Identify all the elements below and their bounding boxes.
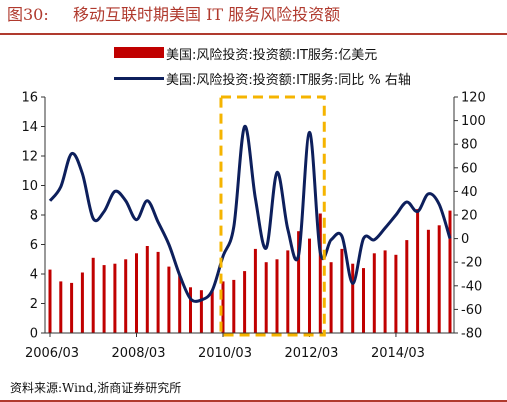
- bar: [426, 229, 430, 334]
- y-left-tick-label: 14: [21, 120, 38, 135]
- bar: [189, 287, 192, 333]
- chart-legend: 美国:风险投资:投资额:IT服务:亿美元 美国:风险投资:投资额:IT服务:同比…: [114, 40, 444, 96]
- figure-title: 图30: 移动互联时期美国 IT 服务风险投资额: [0, 0, 507, 30]
- bar: [318, 213, 322, 333]
- bar: [308, 238, 311, 333]
- legend-bar-swatch: [114, 47, 164, 58]
- bar: [253, 248, 257, 333]
- highlight-box: [219, 95, 326, 337]
- bottom-divider: [0, 400, 507, 402]
- bar: [362, 268, 365, 333]
- y-right-tick-label: 20: [461, 209, 478, 224]
- bar: [275, 259, 279, 334]
- bar: [70, 282, 74, 333]
- y-right-tick-label: 60: [461, 161, 478, 176]
- bar: [232, 279, 236, 333]
- x-tick-label: 2012/03: [284, 346, 338, 361]
- y-right-tick-label: 40: [461, 185, 478, 200]
- y-right-tick-label: -60: [461, 303, 482, 318]
- bar: [286, 250, 290, 333]
- figure-number: 图30:: [7, 5, 49, 24]
- line-series: [48, 124, 452, 303]
- y-left-tick-label: 4: [30, 268, 38, 283]
- x-tick-label: 2006/03: [25, 346, 79, 361]
- bar: [124, 259, 128, 334]
- bar: [297, 231, 301, 333]
- bar: [221, 281, 225, 333]
- source-note: 资料来源:Wind,浙商证券研究所: [10, 381, 182, 395]
- bar: [167, 266, 171, 333]
- title-divider: [0, 33, 507, 35]
- bar: [178, 275, 182, 333]
- y-left-tick-label: 16: [21, 91, 38, 106]
- legend-label-bar: 美国:风险投资:投资额:IT服务:亿美元: [166, 48, 378, 63]
- bar: [48, 269, 52, 333]
- y-right-tick-label: -80: [461, 327, 482, 342]
- bar: [59, 281, 63, 333]
- y-right-tick-label: -20: [461, 256, 482, 271]
- bar: [264, 262, 268, 333]
- bar: [135, 253, 138, 333]
- bar: [243, 271, 247, 333]
- bar: [394, 254, 398, 333]
- y-right-tick-label: 80: [461, 138, 478, 153]
- y-left-tick-label: 12: [21, 150, 38, 165]
- bar: [437, 225, 441, 333]
- y-left-tick-label: 2: [30, 297, 38, 312]
- bar: [80, 272, 84, 333]
- bar: [329, 262, 333, 333]
- bar: [405, 240, 409, 333]
- bar: [113, 263, 117, 333]
- bar: [210, 290, 214, 333]
- y-left-tick-label: 0: [30, 327, 38, 342]
- legend-item-bar: 美国:风险投资:投资额:IT服务:亿美元: [114, 42, 444, 64]
- y-left-tick-label: 8: [30, 209, 38, 224]
- y-right-tick-label: -40: [461, 279, 482, 294]
- figure-title-text: 移动互联时期美国 IT 服务风险投资额: [73, 5, 341, 24]
- bar: [199, 290, 203, 333]
- bar: [145, 246, 149, 333]
- legend-label-line: 美国:风险投资:投资额:IT服务:同比 % 右轴: [166, 73, 411, 88]
- bar: [416, 209, 420, 333]
- y-right-tick-label: 120: [461, 91, 486, 106]
- bar: [383, 250, 387, 333]
- legend-line-swatch: [114, 77, 164, 80]
- x-tick-label: 2010/03: [198, 346, 252, 361]
- y-right-tick-label: 100: [461, 114, 486, 129]
- x-tick-label: 2008/03: [111, 346, 165, 361]
- bar: [102, 265, 106, 333]
- bar: [372, 253, 376, 333]
- legend-item-line: 美国:风险投资:投资额:IT服务:同比 % 右轴: [114, 67, 444, 89]
- bar: [91, 257, 95, 333]
- y-left-tick-label: 10: [21, 179, 38, 194]
- x-tick-label: 2014/03: [371, 346, 425, 361]
- bar: [351, 263, 355, 333]
- bar: [340, 248, 344, 333]
- bar: [156, 251, 160, 333]
- bar: [448, 210, 452, 333]
- y-right-tick-label: 0: [461, 232, 469, 247]
- y-left-tick-label: 6: [30, 238, 38, 253]
